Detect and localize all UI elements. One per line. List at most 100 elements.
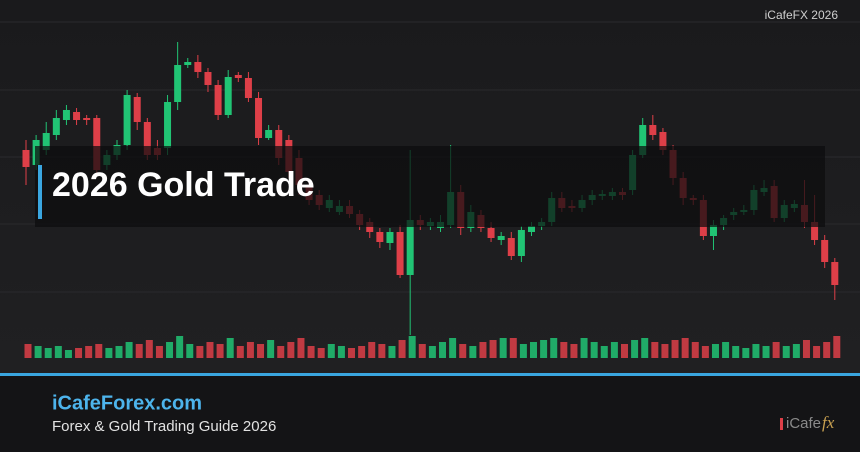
- volume-bar: [115, 346, 123, 358]
- volume-bar: [398, 340, 406, 358]
- candle-body: [214, 85, 222, 115]
- volume-bar: [610, 342, 618, 358]
- volume-bar: [560, 342, 568, 358]
- candle-body: [376, 232, 384, 242]
- volume-bar: [64, 350, 72, 358]
- candle-body: [709, 225, 717, 236]
- volume-bar: [802, 340, 810, 358]
- volume-bar: [469, 346, 477, 358]
- volume-bar: [408, 336, 416, 358]
- volume-bar: [631, 340, 639, 358]
- volume-bar: [216, 344, 224, 358]
- volume-bar: [813, 346, 821, 358]
- volume-bar: [479, 342, 487, 358]
- candle-body: [83, 118, 91, 120]
- volume-bar: [651, 342, 659, 358]
- volume-bar: [499, 338, 507, 358]
- candle-body: [234, 75, 242, 78]
- volume-bar: [368, 342, 376, 358]
- candle-body: [396, 232, 404, 275]
- volume-bar: [135, 344, 143, 358]
- volume-bar: [833, 336, 841, 358]
- volume-bar: [267, 340, 275, 358]
- candle-body: [204, 72, 212, 85]
- candle-body: [821, 240, 829, 262]
- volume-bar: [105, 348, 113, 358]
- candle-body: [93, 118, 101, 170]
- volume-bar: [691, 342, 699, 358]
- volume-bar: [681, 338, 689, 358]
- candle-body: [507, 238, 515, 256]
- footer-line: [0, 373, 860, 376]
- volume-bar: [722, 342, 730, 358]
- volume-bar: [489, 340, 497, 358]
- volume-bar: [125, 342, 133, 358]
- volume-bar: [782, 346, 790, 358]
- volume-bar: [428, 346, 436, 358]
- logo-text: iCafe: [786, 415, 821, 432]
- candle-body: [528, 226, 535, 232]
- volume-bar: [772, 342, 780, 358]
- title-accent: [38, 165, 42, 219]
- volume-bar: [671, 340, 679, 358]
- volume-bar: [226, 338, 234, 358]
- candle-body: [649, 125, 657, 135]
- volume-bar: [85, 346, 93, 358]
- logo-icon: [780, 418, 783, 430]
- candle-body: [497, 236, 505, 240]
- candle-body: [52, 118, 60, 135]
- volume-bar: [620, 344, 628, 358]
- volume-bar: [145, 340, 153, 358]
- volume-bar: [590, 342, 598, 358]
- candle-body: [406, 220, 414, 275]
- volume-bar: [792, 344, 800, 358]
- volume-bar: [661, 344, 669, 358]
- volume-bar: [348, 348, 356, 358]
- volume-bar: [155, 346, 163, 358]
- candle-body: [244, 78, 252, 98]
- volume-bar: [206, 342, 214, 358]
- volume-bar: [641, 338, 649, 358]
- volume-bar: [540, 340, 548, 358]
- volume-bar: [287, 342, 295, 358]
- volume-bar: [570, 344, 578, 358]
- candle-body: [639, 125, 647, 155]
- volume-bar: [34, 346, 42, 358]
- volume-bar: [257, 344, 265, 358]
- volume-bar: [550, 338, 558, 358]
- volume-bar: [449, 338, 457, 358]
- volume-bar: [701, 346, 709, 358]
- title-box: [35, 146, 825, 227]
- tagline: Forex & Gold Trading Guide 2026: [52, 418, 276, 435]
- volume-bar: [277, 346, 285, 358]
- volume-bar: [236, 346, 244, 358]
- footer: [0, 374, 860, 452]
- candle-body: [73, 112, 81, 120]
- candle-body: [811, 222, 819, 240]
- volume-bar: [95, 344, 103, 358]
- volume-bar: [519, 344, 527, 358]
- volume-bar: [186, 344, 194, 358]
- candle-body: [255, 98, 263, 138]
- volume-bar: [176, 336, 184, 358]
- candle-body: [517, 230, 525, 256]
- candle-body: [123, 95, 131, 145]
- volume-bar: [742, 348, 750, 358]
- volume-bar: [580, 338, 588, 358]
- volume-bar: [823, 342, 831, 358]
- volume-bar: [246, 342, 254, 358]
- volume-bar: [337, 346, 345, 358]
- candle-body: [164, 102, 172, 148]
- brand: iCafeForex.com: [52, 392, 202, 414]
- volume-bar: [459, 344, 467, 358]
- candle-body: [659, 132, 667, 150]
- volume-bar: [327, 344, 335, 358]
- candle-body: [194, 62, 202, 72]
- candle-body: [42, 133, 50, 150]
- logo-accent: fx: [822, 413, 835, 432]
- candle-body: [184, 62, 192, 65]
- candle-body: [275, 130, 283, 158]
- candle-body: [386, 232, 394, 243]
- candle-body: [224, 77, 232, 115]
